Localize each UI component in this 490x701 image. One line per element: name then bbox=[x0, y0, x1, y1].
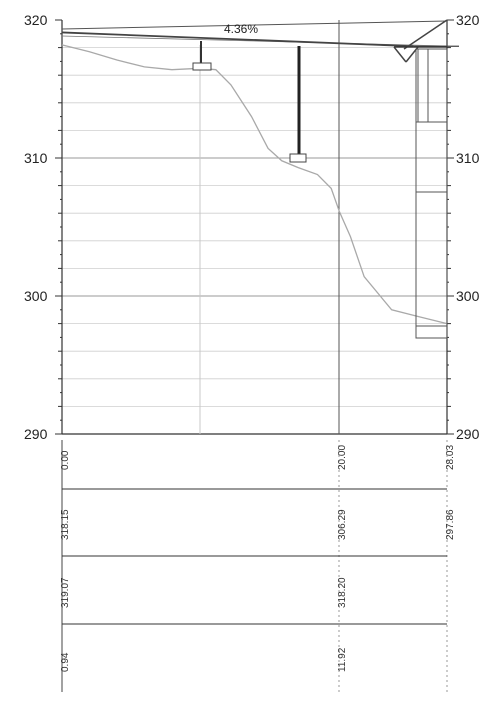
wet-well-inner bbox=[417, 48, 429, 123]
station-end: 28.03 bbox=[445, 445, 456, 470]
y-tick-marks bbox=[55, 19, 454, 435]
grade-label: 4.36% bbox=[224, 22, 258, 36]
pipe-fitting-2 bbox=[289, 153, 307, 163]
wet-well-outer bbox=[415, 48, 448, 339]
station-start: 0.00 bbox=[60, 450, 71, 470]
ground-elevation-start: 318.15 bbox=[60, 509, 71, 540]
pipe-fitting-1 bbox=[192, 62, 212, 71]
design-elevation-mid: 318.20 bbox=[337, 577, 348, 608]
depth-start: 0.94 bbox=[60, 652, 71, 672]
y-tick-300-right: 300 bbox=[456, 288, 480, 304]
y-tick-290-right: 290 bbox=[456, 426, 480, 442]
y-tick-320-right: 320 bbox=[456, 12, 480, 28]
design-grade-line bbox=[61, 31, 414, 48]
reference-line-top bbox=[61, 20, 448, 30]
ground-profile-line bbox=[61, 44, 448, 325]
ground-elevation-mid: 306.29 bbox=[337, 509, 348, 540]
y-tick-310-right: 310 bbox=[456, 150, 480, 166]
grid-lines bbox=[62, 47, 447, 407]
inlet-cone-left bbox=[393, 46, 407, 63]
station-mid: 20.00 bbox=[337, 445, 348, 470]
depth-mid: 11.92 bbox=[337, 647, 348, 672]
y-tick-320-left: 320 bbox=[24, 12, 48, 28]
y-tick-300-left: 300 bbox=[24, 288, 48, 304]
y-tick-310-left: 310 bbox=[24, 150, 48, 166]
ground-elevation-end: 297.86 bbox=[445, 509, 456, 540]
design-elevation-start: 319.07 bbox=[60, 577, 71, 608]
inlet-diagonal bbox=[403, 19, 448, 50]
y-tick-290-left: 290 bbox=[24, 426, 48, 442]
